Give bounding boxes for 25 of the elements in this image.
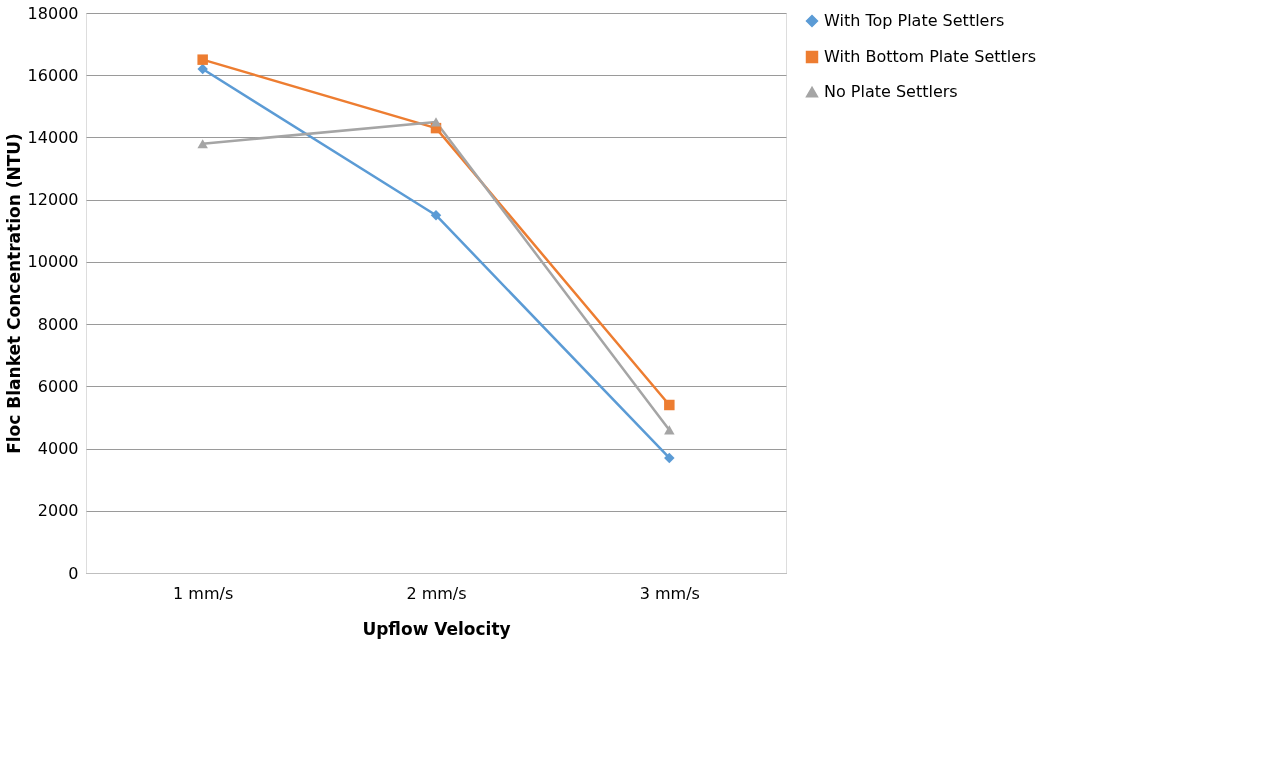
point — [197, 54, 208, 65]
y-tick-label: 14000 — [27, 127, 79, 147]
y-tick-label: 8000 — [37, 314, 79, 334]
point — [430, 117, 442, 127]
point — [664, 399, 675, 411]
point — [430, 209, 442, 221]
legend-label: No Plate Settlers — [824, 82, 958, 101]
point — [664, 425, 675, 435]
y-tick-label: 4000 — [37, 439, 79, 459]
legend-label: With Top Plate Settlers — [824, 11, 1005, 30]
y-tick-label: 0 — [68, 563, 79, 583]
point — [664, 452, 675, 464]
y-tick-label: 6000 — [37, 376, 79, 396]
y-axis-title: Floc Blanket Concentration (NTU) — [3, 133, 24, 454]
legend-label: With Bottom Plate Settlers — [824, 47, 1037, 66]
y-tick-label: 18000 — [27, 3, 79, 23]
x-axis-title: Upflow Velocity — [362, 618, 511, 639]
y-tick-label: 16000 — [27, 65, 79, 85]
x-tick-label: 3 mm/s — [639, 583, 700, 603]
y-tick-label: 2000 — [37, 501, 79, 521]
x-tick-label: 2 mm/s — [406, 583, 467, 603]
x-tick-label: 1 mm/s — [173, 583, 234, 603]
point — [197, 139, 208, 149]
y-tick-label: 12000 — [27, 190, 79, 210]
y-tick-label: 10000 — [27, 252, 79, 272]
